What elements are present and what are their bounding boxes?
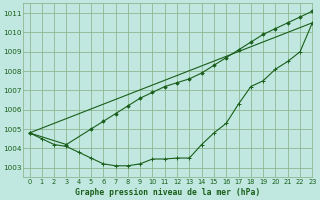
X-axis label: Graphe pression niveau de la mer (hPa): Graphe pression niveau de la mer (hPa) bbox=[75, 188, 260, 197]
